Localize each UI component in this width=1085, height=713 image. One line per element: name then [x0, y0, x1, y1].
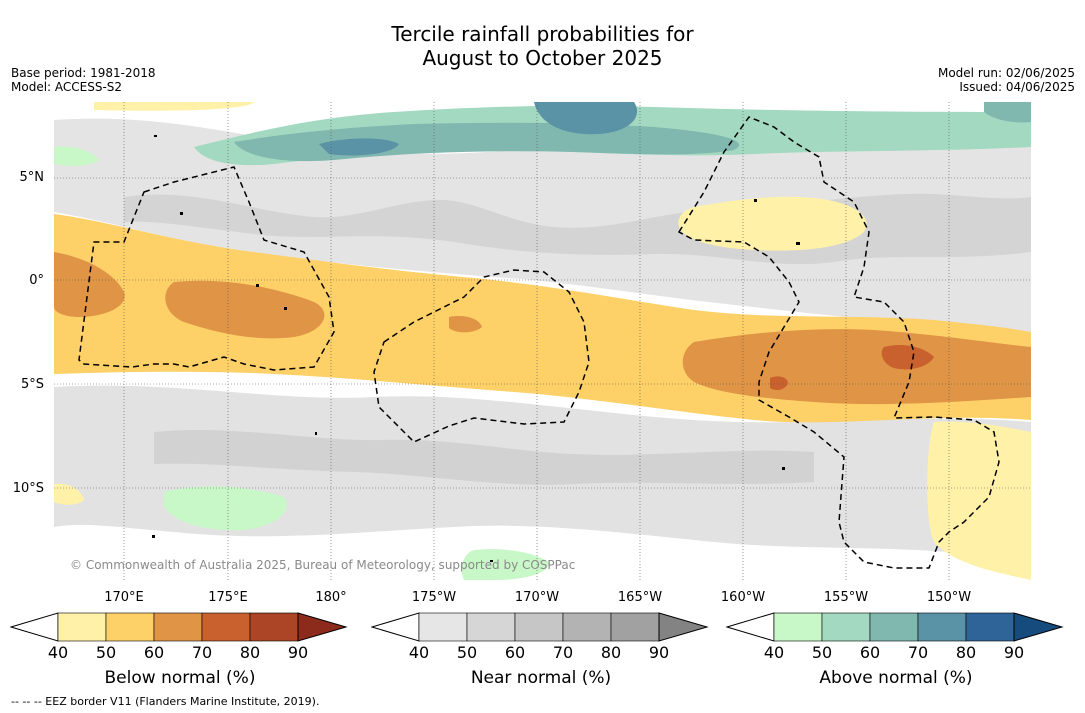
lon-label-170e: 170°E [104, 590, 144, 605]
colorbar-segment [153, 612, 203, 642]
colorbar-tick-label: 50 [456, 643, 478, 662]
colorbar-tick-label: 40 [408, 643, 430, 662]
colorbar-high-extension [658, 612, 709, 642]
colorbar-above-normal [726, 612, 1064, 642]
gridlines [54, 102, 1031, 580]
colorbar-segment [610, 612, 660, 642]
colorbar-tick-label: 70 [191, 643, 213, 662]
island-markers [152, 135, 800, 562]
colorbar-tick-label: 80 [955, 643, 977, 662]
colorbar-segment [562, 612, 612, 642]
lat-label-0: 0° [29, 273, 44, 288]
colorbar-tick-label: 80 [600, 643, 622, 662]
colorbar-tick-label: 60 [859, 643, 881, 662]
colorbar-tick-label: 80 [239, 643, 261, 662]
model-name: Model: ACCESS-S2 [11, 80, 123, 94]
colorbar-tick-label: 60 [504, 643, 526, 662]
colorbar-tick-label: 70 [907, 643, 929, 662]
below-normal-regions [54, 102, 1031, 580]
colorbar-segment [418, 612, 468, 642]
lon-label-150w: 150°W [926, 590, 972, 605]
colorbar-segment [57, 612, 107, 642]
model-run: Model run: 02/06/2025 [937, 66, 1075, 80]
colorbar-segment [249, 612, 299, 642]
eez-borders [78, 116, 1000, 569]
colorbar-segment [514, 612, 564, 642]
chart-title: Tercile rainfall probabilities for Augus… [0, 22, 1085, 70]
colorbar-high-extension [297, 612, 348, 642]
forecast-map [54, 102, 1031, 580]
above-normal-regions [54, 102, 1031, 580]
colorbar-high-extension [1013, 612, 1064, 642]
colorbar-segment [821, 612, 871, 642]
colorbar-title-near: Near normal (%) [470, 668, 612, 688]
colorbar-tick-label: 40 [763, 643, 785, 662]
title-line-1: Tercile rainfall probabilities for [391, 22, 694, 46]
colorbar-low-extension [10, 612, 59, 642]
colorbar-title-below: Below normal (%) [104, 668, 256, 688]
lat-label-5n: 5°N [19, 170, 45, 185]
colorbar-segment [201, 612, 251, 642]
colorbar-low-extension [726, 612, 775, 642]
colorbar-low-extension [371, 612, 420, 642]
metadata-right: Model run: 02/06/2025 Issued: 04/06/2025 [938, 66, 1075, 94]
copyright-notice: © Commonwealth of Australia 2025, Bureau… [70, 558, 576, 572]
colorbar-tick-label: 90 [648, 643, 670, 662]
metadata-left: Base period: 1981-2018 Model: ACCESS-S2 [11, 66, 156, 94]
colorbar-tick-label: 40 [47, 643, 69, 662]
lon-label-165w: 165°W [617, 590, 663, 605]
lon-label-155w: 155°W [823, 590, 869, 605]
lon-label-175e: 175°E [208, 590, 248, 605]
lon-label-175w: 175°W [411, 590, 457, 605]
colorbar-near-normal [371, 612, 709, 642]
colorbar-tick-label: 50 [95, 643, 117, 662]
issued-date: Issued: 04/06/2025 [959, 80, 1075, 94]
colorbar-tick-label: 90 [287, 643, 309, 662]
colorbar-tick-label: 70 [552, 643, 574, 662]
lat-label-10s: 10°S [12, 481, 44, 496]
lon-label-160w: 160°W [720, 590, 766, 605]
colorbar-below-normal [10, 612, 348, 642]
colorbar-segment [869, 612, 919, 642]
lon-label-170w: 170°W [514, 590, 560, 605]
title-line-2: August to October 2025 [422, 46, 663, 70]
colorbar-tick-label: 60 [143, 643, 165, 662]
colorbar-segment [105, 612, 155, 642]
colorbar-title-above: Above normal (%) [819, 668, 973, 688]
colorbar-segment [917, 612, 967, 642]
colorbar-tick-label: 90 [1003, 643, 1025, 662]
colorbar-tick-label: 50 [811, 643, 833, 662]
lat-label-5s: 5°S [20, 377, 44, 392]
colorbar-segment [466, 612, 516, 642]
eez-border-legend: -- -- -- EEZ border V11 (Flanders Marine… [11, 695, 320, 708]
base-period: Base period: 1981-2018 [11, 66, 156, 80]
colorbar-segment [965, 612, 1015, 642]
lon-label-180: 180° [315, 590, 347, 605]
colorbar-segment [773, 612, 823, 642]
